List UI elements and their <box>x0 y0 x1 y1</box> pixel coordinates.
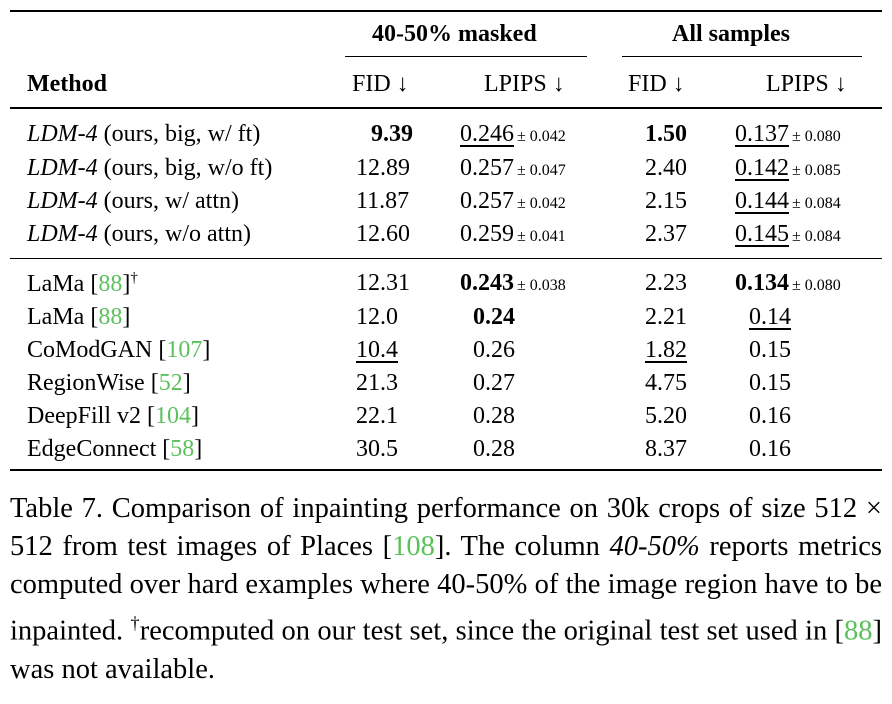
table-row: CoModGAN [107] <box>27 337 211 363</box>
lpips1-value: 0.246 ± 0.042 <box>460 121 566 147</box>
method-name: LDM-4 <box>27 188 98 214</box>
method-name: LDM-4 <box>27 221 98 247</box>
method-name: CoModGAN <box>27 337 159 363</box>
dagger-mark: † <box>130 270 138 286</box>
column-header-fid2: FID ↓ <box>628 71 685 97</box>
fid1-value: 22.1 <box>356 403 398 429</box>
bottom-rule <box>10 469 882 471</box>
lpips2-value: 0.16 <box>749 436 791 462</box>
lpips1-value: 0.24 <box>473 304 515 330</box>
lpips1-value: 0.28 <box>473 403 515 429</box>
lpips2-value: 0.15 <box>749 370 791 396</box>
lpips1-value: 0.257 ± 0.047 <box>460 155 566 181</box>
table-row: LDM-4 (ours, big, w/ ft) <box>27 122 260 146</box>
table-row: LaMa [88]† <box>27 270 138 297</box>
table-row: LDM-4 (ours, w/o attn) <box>27 222 251 246</box>
table-row: EdgeConnect [58] <box>27 436 203 462</box>
fid2-value: 4.75 <box>645 370 687 396</box>
group2-rule <box>622 56 862 57</box>
table-row: LDM-4 (ours, w/ attn) <box>27 189 239 213</box>
group1-rule <box>345 56 587 57</box>
fid1-value: 11.87 <box>356 188 410 214</box>
fid2-value: 1.50 <box>645 121 687 147</box>
method-detail: (ours, big, w/o ft) <box>97 155 273 181</box>
lpips1-value: 0.257 ± 0.042 <box>460 188 566 214</box>
method-name: RegionWise <box>27 370 151 396</box>
fid2-value: 2.23 <box>645 270 687 296</box>
method-name: LaMa <box>27 304 91 330</box>
method-name: LDM-4 <box>27 121 98 147</box>
fid1-value: 12.60 <box>356 221 410 247</box>
fid2-value: 2.21 <box>645 304 687 330</box>
lpips1-value: 0.259 ± 0.041 <box>460 221 566 247</box>
table-row: RegionWise [52] <box>27 370 191 396</box>
citation-link[interactable]: 88 <box>844 615 873 647</box>
column-header-lpips2: LPIPS ↓ <box>766 71 847 97</box>
fid1-value: 12.31 <box>356 270 410 296</box>
lpips2-value: 0.16 <box>749 403 791 429</box>
lpips1-value: 0.26 <box>473 337 515 363</box>
fid2-value: 8.37 <box>645 436 687 462</box>
method-name: DeepFill v2 <box>27 403 147 429</box>
fid2-value: 5.20 <box>645 403 687 429</box>
fid1-value: 12.89 <box>356 155 410 181</box>
header-rule <box>10 107 882 109</box>
citation-link[interactable]: 88 <box>98 271 123 297</box>
table-row: DeepFill v2 [104] <box>27 403 199 429</box>
column-header-method: Method <box>27 71 107 97</box>
column-header-lpips1: LPIPS ↓ <box>484 71 565 97</box>
fid2-value: 1.82 <box>645 337 687 363</box>
lpips2-value: 0.144 ± 0.084 <box>735 188 841 214</box>
method-name: LaMa <box>27 271 91 297</box>
method-detail: (ours, big, w/ ft) <box>97 121 261 147</box>
table-row: LaMa [88] <box>27 304 131 330</box>
method-name: EdgeConnect <box>27 436 163 462</box>
lpips1-value: 0.28 <box>473 436 515 462</box>
method-name: LDM-4 <box>27 155 98 181</box>
fid2-value: 2.37 <box>645 221 687 247</box>
fid1-value: 10.4 <box>356 337 398 363</box>
section-rule <box>10 258 882 259</box>
method-detail: (ours, w/ attn) <box>97 188 239 214</box>
top-rule <box>10 10 882 12</box>
fid1-value: 12.0 <box>356 304 398 330</box>
fid1-value: 21.3 <box>356 370 398 396</box>
lpips2-value: 0.134 ± 0.080 <box>735 270 841 296</box>
table-caption: Table 7. Comparison of inpainting perfor… <box>10 493 883 685</box>
group-header-all: All samples <box>672 21 791 47</box>
method-detail: (ours, w/o attn) <box>97 221 251 247</box>
lpips2-value: 0.15 <box>749 337 791 363</box>
group-header-masked: 40-50% masked <box>372 21 537 47</box>
fid1-value: 30.5 <box>356 436 398 462</box>
lpips2-value: 0.145 ± 0.084 <box>735 221 841 247</box>
citation-link[interactable]: 52 <box>158 370 183 396</box>
lpips1-value: 0.243 ± 0.038 <box>460 270 566 296</box>
fid2-value: 2.40 <box>645 155 687 181</box>
table-row: LDM-4 (ours, big, w/o ft) <box>27 156 272 180</box>
column-header-fid1: FID ↓ <box>352 71 409 97</box>
fid2-value: 2.15 <box>645 188 687 214</box>
lpips2-value: 0.137 ± 0.080 <box>735 121 841 147</box>
fid1-value: 9.39 <box>371 121 413 147</box>
citation-link[interactable]: 88 <box>98 304 123 330</box>
citation-link[interactable]: 104 <box>155 403 191 429</box>
citation-link[interactable]: 108 <box>392 531 435 562</box>
citation-link[interactable]: 58 <box>170 436 195 462</box>
lpips2-value: 0.14 <box>749 304 791 330</box>
lpips2-value: 0.142 ± 0.085 <box>735 155 841 181</box>
citation-link[interactable]: 107 <box>166 337 203 363</box>
lpips1-value: 0.27 <box>473 370 515 396</box>
